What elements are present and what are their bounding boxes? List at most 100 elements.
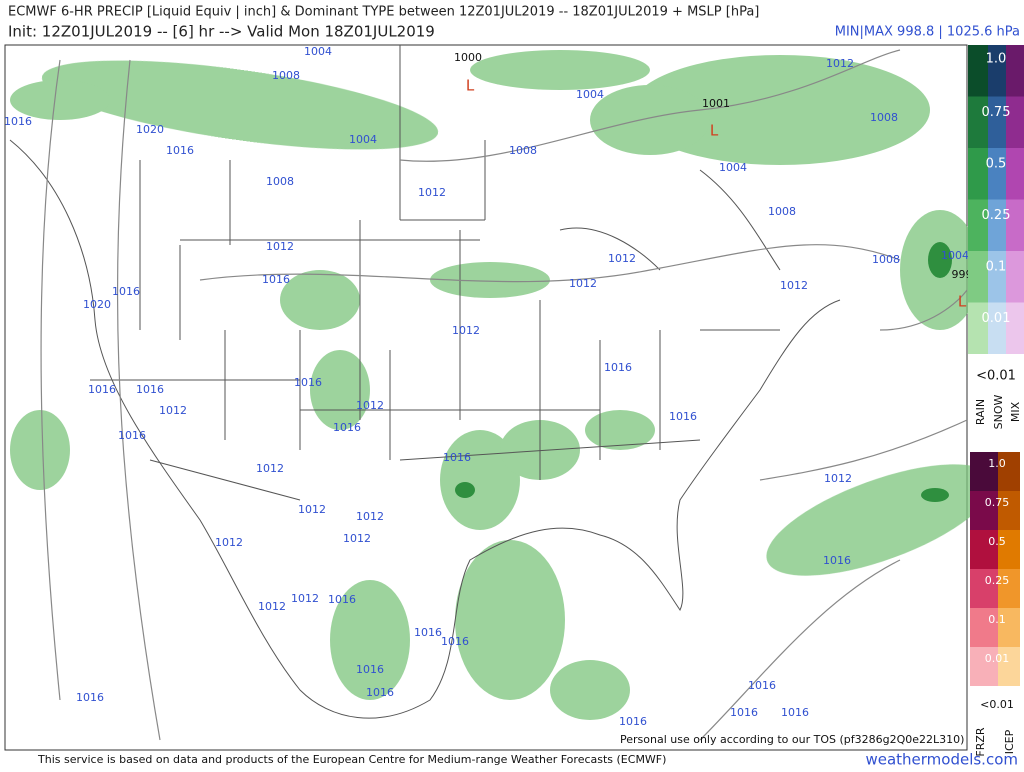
rain-swatch — [968, 251, 988, 303]
isobar-label: 1016 — [443, 451, 471, 464]
icep-swatch — [998, 452, 1020, 491]
isobar-label: 1012 — [343, 532, 371, 545]
isobar-label: 1016 — [414, 626, 442, 639]
legend-value: 0.25 — [985, 574, 1010, 587]
isobar-label: 1016 — [366, 686, 394, 699]
site-name[interactable]: weathermodels.com — [865, 751, 1018, 769]
isobar-label: 1012 — [452, 324, 480, 337]
isobar-label: 1016 — [328, 593, 356, 606]
type-label: MIX — [1009, 401, 1022, 422]
snow-swatch — [988, 45, 1006, 97]
isobar-label: 1012 — [256, 462, 284, 475]
isobar-label: 1016 — [823, 554, 851, 567]
legend-min: <0.01 — [980, 698, 1014, 711]
mix-swatch — [1006, 148, 1024, 200]
isobar-label: 1004 — [349, 133, 377, 146]
mix-swatch — [1006, 302, 1024, 354]
legend-value: 0.01 — [982, 311, 1011, 326]
isobar-label: 1016 — [136, 383, 164, 396]
footer-credit: This service is based on data and produc… — [37, 753, 666, 766]
min-max: MIN|MAX 998.8 | 1025.6 hPa — [835, 25, 1020, 40]
legend-min: <0.01 — [976, 369, 1016, 384]
type-label: RAIN — [974, 399, 987, 425]
low-marker: L — [958, 293, 967, 311]
isobar-label: 1012 — [780, 279, 808, 292]
isobar-label: 1016 — [294, 376, 322, 389]
type-label: SNOW — [992, 395, 1005, 430]
legend: 1.0 0.75 0.5 0.25 0.1 0.01 <0.01 RAIN SNOW MIX 1.0… — [968, 45, 1024, 757]
snow-swatch — [988, 302, 1006, 354]
isobar-label: 1008 — [870, 111, 898, 124]
isobar-label: 1016 — [88, 383, 116, 396]
isobar-label: 1016 — [4, 115, 32, 128]
icep-swatch — [998, 608, 1020, 647]
legend-value: 0.75 — [982, 105, 1011, 120]
isobar-label: 1012 — [266, 240, 294, 253]
isobar-label: 1012 — [824, 472, 852, 485]
legend-value: 0.5 — [988, 535, 1006, 548]
isobar-label: 1016 — [441, 635, 469, 648]
frzr-swatch — [970, 452, 998, 491]
snow-swatch — [988, 251, 1006, 303]
isobar-label: 1008 — [266, 175, 294, 188]
mix-swatch — [1006, 45, 1024, 97]
legend-value: 1.0 — [986, 52, 1007, 67]
isobar-label: 1012 — [291, 592, 319, 605]
pressure-center: 999 — [952, 268, 973, 281]
coastlines-borders — [9, 45, 841, 719]
isobar-label: 1016 — [356, 663, 384, 676]
legend-value: 0.25 — [982, 208, 1011, 223]
isobar-label: 1012 — [215, 536, 243, 549]
low-marker: L — [710, 122, 719, 140]
rain-swatch — [968, 45, 988, 97]
legend-value: 1.0 — [988, 457, 1006, 470]
rain-swatch — [968, 302, 988, 354]
isobar-label: 1016 — [262, 273, 290, 286]
isobar-label: 1016 — [333, 421, 361, 434]
isobar-label: 1016 — [604, 361, 632, 374]
tos-note: Personal use only according to our TOS (… — [620, 733, 964, 746]
frzr-swatch — [970, 491, 998, 530]
isobar-label: 1012 — [356, 399, 384, 412]
isobar-label: 1004 — [304, 45, 332, 58]
frzr-swatch — [970, 647, 998, 686]
isobar-label: 1008 — [872, 253, 900, 266]
isobar-label: 1016 — [76, 691, 104, 704]
mix-swatch — [1006, 199, 1024, 251]
isobar-label: 1016 — [730, 706, 758, 719]
rain-swatch — [968, 199, 988, 251]
snow-swatch — [988, 148, 1006, 200]
frzr-swatch — [970, 569, 998, 608]
type-label: FRZR — [974, 727, 987, 757]
isobar-label: 1012 — [159, 404, 187, 417]
title: ECMWF 6-HR PRECIP [Liquid Equiv | inch] … — [8, 5, 759, 20]
isobar-label: 1012 — [298, 503, 326, 516]
rain-swatch — [968, 148, 988, 200]
isobar-label: 1016 — [619, 715, 647, 728]
map: 1004100810041016102010161004100810081012… — [4, 44, 994, 751]
legend-value: 0.1 — [988, 613, 1006, 626]
snow-swatch — [988, 96, 1006, 148]
mix-swatch — [1006, 96, 1024, 148]
type-label: ICEP — [1003, 729, 1016, 754]
pressure-center: 1001 — [702, 97, 730, 110]
low-marker: L — [466, 77, 475, 95]
isobar-label: 1016 — [166, 144, 194, 157]
isobar-label: 1004 — [719, 161, 747, 174]
legend-value: 0.5 — [986, 157, 1007, 172]
isobar-label: 1016 — [669, 410, 697, 423]
isobar-label: 1012 — [569, 277, 597, 290]
isobar-label: 1012 — [418, 186, 446, 199]
isobars — [40, 49, 968, 741]
isobar-label: 1012 — [356, 510, 384, 523]
icep-swatch — [998, 491, 1020, 530]
isobar-label: 1016 — [748, 679, 776, 692]
isobar-label: 1008 — [509, 144, 537, 157]
legend-value: 0.1 — [986, 260, 1007, 275]
snow-swatch — [988, 199, 1006, 251]
heavy-precip — [455, 242, 952, 502]
isobar-label: 1012 — [826, 57, 854, 70]
frzr-swatch — [970, 608, 998, 647]
isobar-label: 1008 — [768, 205, 796, 218]
